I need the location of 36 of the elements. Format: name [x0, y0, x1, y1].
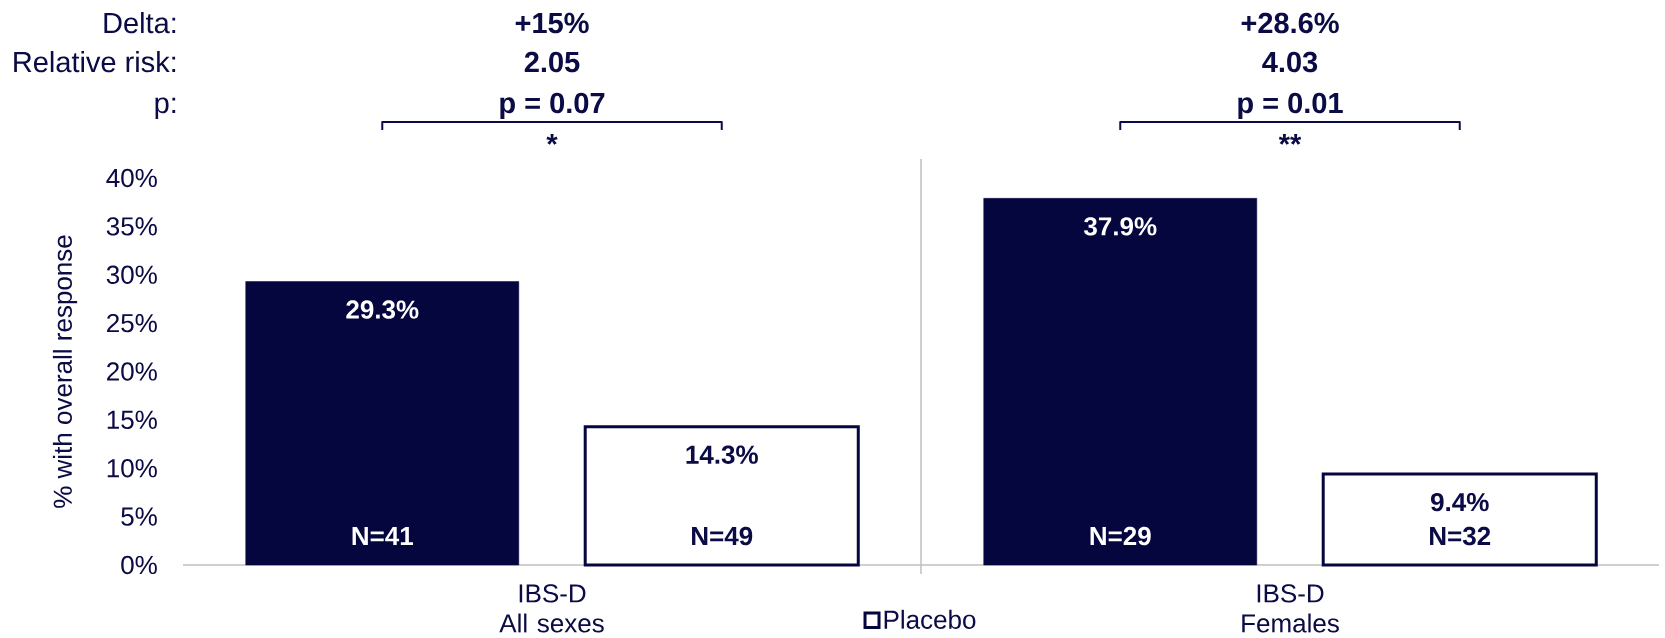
- text: 4.03: [1262, 51, 1318, 73]
- y-tick-label: 35%: [106, 217, 157, 236]
- text: 2.05: [524, 51, 580, 73]
- bar: [583, 425, 860, 567]
- text: Delta:: [104, 11, 176, 34]
- y-tick-label: 10%: [107, 459, 157, 478]
- y-tick-label: 0%: [121, 555, 157, 575]
- y-tick-label: 15%: [107, 410, 157, 430]
- text: p = 0.01: [1238, 92, 1343, 120]
- bar: [1321, 472, 1598, 567]
- annotation: N=29: [1090, 526, 1151, 546]
- y-axis-title: % with overall response: [52, 235, 78, 508]
- text: +15%: [515, 12, 589, 34]
- legend-label: Placebo: [884, 609, 976, 629]
- data-label: 14.3%: [686, 445, 758, 464]
- data-label: 9.4%: [1431, 492, 1489, 512]
- x-tick-label: IBS-D All sexes: [499, 584, 604, 633]
- text: +28.6%: [1241, 12, 1339, 34]
- data-label: 37.9%: [1083, 217, 1157, 236]
- annotation: N=32: [1430, 526, 1491, 546]
- y-tick-label: 30%: [106, 265, 157, 284]
- annotation: N=41: [352, 527, 413, 545]
- y-tick-label: 20%: [107, 362, 157, 381]
- text: Relative risk:: [14, 50, 176, 73]
- text: **: [1278, 134, 1302, 145]
- annotation: N=49: [692, 526, 753, 546]
- y-tick-label: 40%: [106, 168, 157, 188]
- y-tick-label: 5%: [121, 507, 157, 526]
- y-tick-label: 25%: [107, 313, 157, 333]
- bar: [245, 281, 520, 566]
- data-label: 29.3%: [346, 300, 419, 319]
- bar: [983, 198, 1258, 566]
- text: p:: [155, 97, 176, 120]
- x-tick-label: IBS-D Females: [1242, 584, 1339, 633]
- text: p = 0.07: [500, 92, 605, 120]
- text: *: [546, 134, 558, 145]
